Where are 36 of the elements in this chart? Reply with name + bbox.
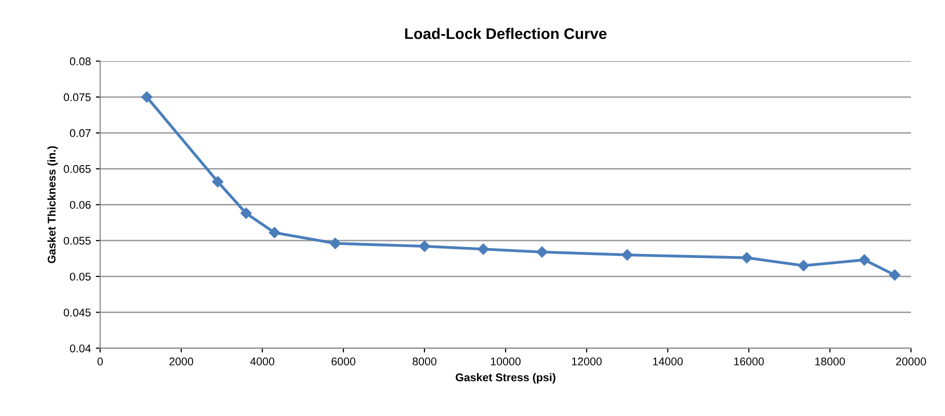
- point: [622, 249, 633, 261]
- y-tick-label: 0.045: [64, 308, 91, 316]
- point: [240, 208, 252, 219]
- y-tick-label: 0.06: [70, 200, 91, 209]
- y-tick-label: 0.055: [64, 236, 91, 245]
- chart-title: Load-Lock Deflection Curve: [405, 28, 607, 40]
- x-tick-label: 0: [98, 358, 103, 366]
- point: [141, 91, 152, 103]
- point: [798, 260, 810, 272]
- point: [889, 269, 900, 281]
- y-tick-label: 0.065: [64, 165, 91, 173]
- x-tick-label: 6000: [332, 358, 356, 366]
- point: [858, 254, 870, 266]
- x-tick-label: 18000: [815, 358, 845, 366]
- x-tick-label: 16000: [734, 358, 764, 366]
- y-axis-title: Gasket Thickness (in.): [47, 146, 58, 264]
- point: [330, 238, 341, 250]
- point: [536, 246, 548, 258]
- point: [741, 252, 752, 264]
- y-tick-label: 0.04: [70, 344, 91, 352]
- y-tick-label: 0.05: [70, 272, 91, 281]
- point: [268, 227, 280, 238]
- x-axis-title: Gasket Stress (psi): [456, 373, 556, 384]
- point: [478, 244, 489, 255]
- x-tick-label: 20000: [896, 358, 926, 366]
- x-tick-label: 8000: [412, 358, 436, 366]
- y-tick-label: 0.07: [70, 129, 91, 138]
- point: [212, 176, 224, 188]
- point: [418, 240, 430, 252]
- x-tick-label: 2000: [169, 358, 194, 366]
- y-tick-label: 0.08: [70, 57, 91, 66]
- y-tick-label: 0.075: [64, 93, 91, 102]
- x-tick-label: 12000: [572, 358, 602, 366]
- x-tick-label: 14000: [653, 358, 683, 366]
- x-tick-label: 4000: [250, 358, 274, 366]
- x-tick-label: 10000: [490, 358, 521, 366]
